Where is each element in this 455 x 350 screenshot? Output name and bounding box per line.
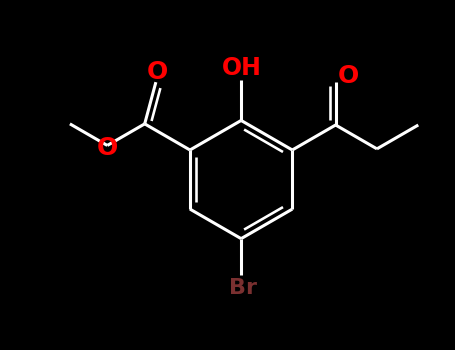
Text: O: O — [96, 136, 118, 160]
Text: OH: OH — [222, 56, 262, 80]
Text: O: O — [337, 64, 359, 88]
Text: Br: Br — [229, 278, 258, 298]
Text: O: O — [147, 60, 168, 84]
